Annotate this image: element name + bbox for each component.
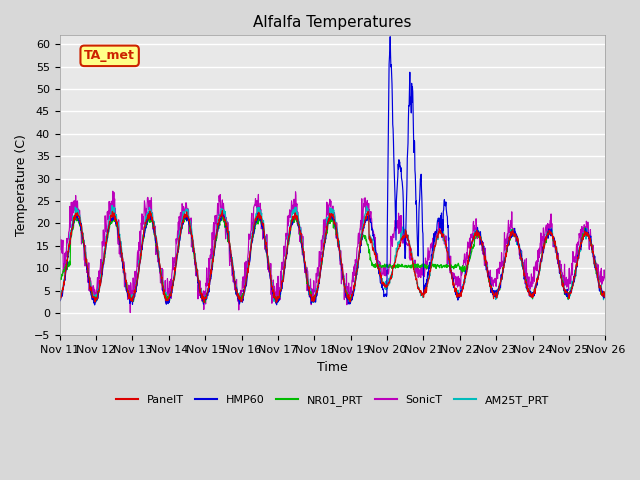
PanelT — [120, 267, 128, 273]
HMP60 — [56, 296, 63, 302]
SonicT — [309, 298, 317, 303]
NR01_PRT — [218, 210, 226, 216]
Line: HMP60: HMP60 — [60, 36, 605, 305]
SonicT — [602, 274, 609, 280]
NR01_PRT — [98, 273, 106, 279]
NR01_PRT — [300, 249, 307, 254]
Title: Alfalfa Temperatures: Alfalfa Temperatures — [253, 15, 412, 30]
AM25T_PRT — [108, 203, 116, 208]
AM25T_PRT — [367, 234, 375, 240]
SonicT — [120, 284, 128, 289]
NR01_PRT — [367, 258, 375, 264]
Line: AM25T_PRT: AM25T_PRT — [60, 205, 605, 302]
Line: PanelT: PanelT — [60, 211, 605, 302]
SonicT — [367, 209, 375, 215]
SonicT — [98, 261, 106, 267]
NR01_PRT — [56, 276, 63, 282]
PanelT — [602, 292, 609, 298]
NR01_PRT — [602, 293, 609, 299]
SonicT — [56, 234, 63, 240]
PanelT — [98, 269, 106, 275]
HMP60 — [387, 34, 394, 39]
PanelT — [300, 246, 307, 252]
PanelT — [309, 298, 317, 303]
SonicT — [288, 202, 296, 207]
NR01_PRT — [273, 300, 281, 306]
AM25T_PRT — [288, 215, 296, 220]
HMP60 — [602, 291, 609, 297]
Text: TA_met: TA_met — [84, 49, 135, 62]
SonicT — [109, 188, 116, 194]
AM25T_PRT — [308, 300, 316, 305]
PanelT — [56, 296, 63, 302]
PanelT — [288, 218, 296, 224]
PanelT — [200, 300, 208, 305]
NR01_PRT — [309, 296, 317, 301]
NR01_PRT — [288, 222, 296, 228]
AM25T_PRT — [56, 292, 63, 298]
NR01_PRT — [120, 268, 128, 274]
Line: SonicT: SonicT — [60, 191, 605, 312]
HMP60 — [120, 271, 128, 277]
Line: NR01_PRT: NR01_PRT — [60, 213, 605, 303]
PanelT — [218, 208, 226, 214]
Y-axis label: Temperature (C): Temperature (C) — [15, 134, 28, 236]
AM25T_PRT — [120, 270, 128, 276]
PanelT — [367, 236, 375, 242]
SonicT — [127, 310, 134, 315]
HMP60 — [91, 302, 99, 308]
AM25T_PRT — [309, 298, 317, 303]
HMP60 — [288, 221, 296, 227]
HMP60 — [299, 247, 307, 252]
HMP60 — [309, 298, 317, 303]
AM25T_PRT — [602, 292, 609, 298]
AM25T_PRT — [299, 247, 307, 252]
SonicT — [300, 247, 307, 252]
HMP60 — [99, 271, 106, 277]
AM25T_PRT — [98, 266, 106, 272]
X-axis label: Time: Time — [317, 361, 348, 374]
HMP60 — [367, 219, 374, 225]
Legend: PanelT, HMP60, NR01_PRT, SonicT, AM25T_PRT: PanelT, HMP60, NR01_PRT, SonicT, AM25T_P… — [111, 391, 554, 410]
